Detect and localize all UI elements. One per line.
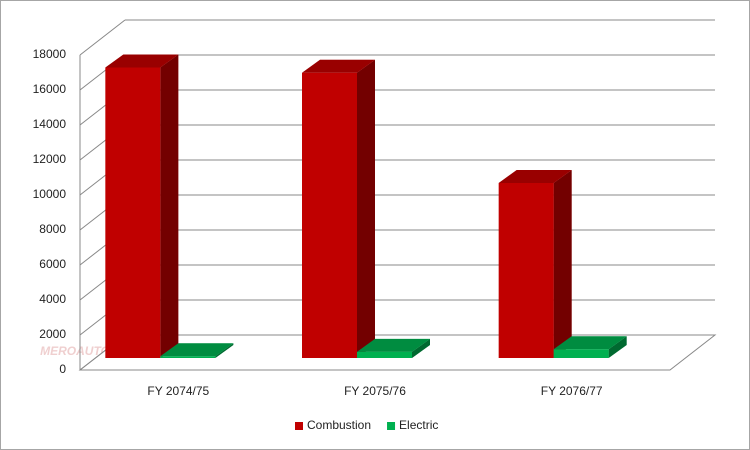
bar — [105, 67, 161, 358]
bar-side — [357, 59, 375, 358]
bar — [302, 72, 357, 358]
legend-label: Electric — [399, 418, 438, 432]
bar — [160, 356, 216, 358]
legend-swatch — [295, 422, 303, 430]
y-tick-label: 8000 — [39, 222, 66, 236]
y-tick-label: 0 — [59, 362, 66, 376]
y-tick-label: 18000 — [33, 47, 67, 61]
y-tick-label: 12000 — [33, 152, 67, 166]
y-tick-label: 4000 — [39, 292, 66, 306]
bar-side-shade — [160, 54, 179, 358]
x-tick-label: FY 2074/75 — [147, 384, 209, 398]
bar-top — [498, 170, 572, 183]
bar-side-shade — [553, 170, 572, 358]
bar-side-shade — [357, 59, 375, 358]
y-tick-label: 14000 — [33, 117, 67, 131]
bar-top-shade — [498, 170, 572, 183]
x-tick-label: FY 2075/76 — [344, 384, 406, 398]
watermark: MEROAUTO — [40, 344, 110, 358]
bar — [498, 183, 554, 358]
y-tick-label: 16000 — [33, 82, 67, 96]
back-wall — [125, 20, 715, 335]
bar-top-shade — [160, 343, 234, 357]
bar-side-shade — [608, 336, 627, 358]
bar-side — [160, 54, 179, 358]
bar-top-shade — [105, 54, 179, 68]
bar-side — [412, 338, 430, 358]
legend-swatch — [387, 422, 396, 430]
bar-top — [160, 343, 234, 357]
legend-label: Combustion — [307, 418, 371, 432]
bar-side — [608, 336, 627, 358]
bar-top — [105, 54, 179, 68]
bar-top-shade — [302, 59, 375, 73]
bar — [553, 349, 609, 358]
y-tick-label: 10000 — [33, 187, 67, 201]
bar-top-shade — [553, 336, 627, 350]
bar-top — [553, 336, 627, 350]
bar-side-shade — [215, 343, 234, 358]
bar-top — [357, 338, 430, 352]
bar-top — [302, 59, 375, 73]
bar-side — [553, 170, 572, 358]
bar-side — [215, 343, 234, 358]
y-tick-label: 2000 — [39, 327, 66, 341]
side-grid-line — [79, 19, 126, 56]
bar-side-shade — [412, 338, 430, 358]
bar-top-shade — [357, 338, 430, 352]
bar — [357, 351, 412, 358]
x-tick-label: FY 2076/77 — [541, 384, 603, 398]
y-tick-label: 6000 — [39, 257, 66, 271]
